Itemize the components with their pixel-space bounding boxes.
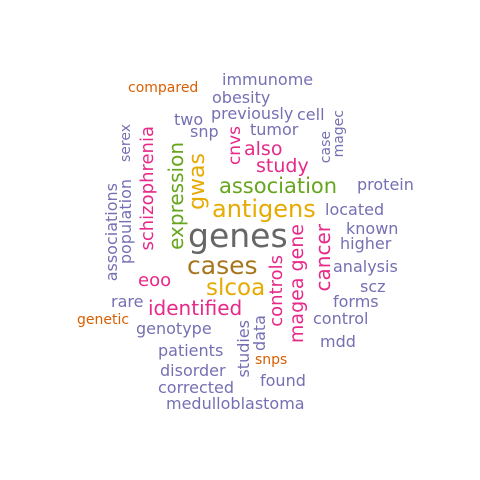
word-cell: cell (297, 105, 325, 124)
word-immunome: immunome (222, 70, 314, 89)
word-protein: protein (357, 175, 414, 194)
word-forms: forms (333, 292, 379, 311)
word-patients: patients (158, 341, 224, 360)
word-obesity: obesity (212, 88, 271, 107)
word-antigens: antigens (212, 195, 316, 223)
word-known: known (346, 219, 399, 238)
word-disorder: disorder (160, 361, 226, 380)
word-magec: magec (331, 110, 347, 158)
word-gwas: gwas (185, 153, 210, 210)
word-data: data (250, 315, 269, 352)
word-snps: snps (255, 352, 288, 368)
word-rare: rare (111, 292, 144, 311)
word-tumor: tumor (250, 120, 299, 139)
word-medulloblastoma: medulloblastoma (166, 394, 305, 413)
word-snp: snp (190, 122, 219, 141)
word-scz: scz (360, 277, 386, 296)
word-genes: genes (188, 216, 288, 255)
word-genetic: genetic (77, 312, 130, 328)
word-found: found (260, 371, 306, 390)
word-analysis: analysis (333, 257, 398, 276)
word-corrected: corrected (158, 378, 235, 397)
word-eoo: eoo (138, 270, 172, 291)
word-association: association (219, 174, 338, 198)
word-magea-gene: magea gene (286, 224, 308, 344)
word-higher: higher (340, 234, 392, 253)
word-genotype: genotype (136, 319, 212, 338)
word-cancer: cancer (311, 224, 335, 292)
word-associations: associations (102, 183, 121, 282)
word-control: control (313, 309, 369, 328)
word-located: located (325, 200, 385, 219)
word-slcoa: slcoa (206, 275, 266, 301)
word-serex: serex (118, 124, 134, 163)
word-cases: cases (187, 251, 258, 280)
word-previously: previously (211, 104, 294, 123)
word-also: also (244, 138, 283, 160)
word-identified: identified (148, 296, 243, 320)
word-two: two (174, 110, 204, 129)
word-controls: controls (266, 255, 287, 327)
word-expression: expression (164, 142, 188, 250)
word-mdd: mdd (320, 332, 356, 351)
word-cnvs: cnvs (225, 126, 245, 166)
word-compared: compared (128, 80, 199, 96)
word-schizophrenia: schizophrenia (137, 126, 158, 251)
word-study: study (256, 155, 309, 177)
